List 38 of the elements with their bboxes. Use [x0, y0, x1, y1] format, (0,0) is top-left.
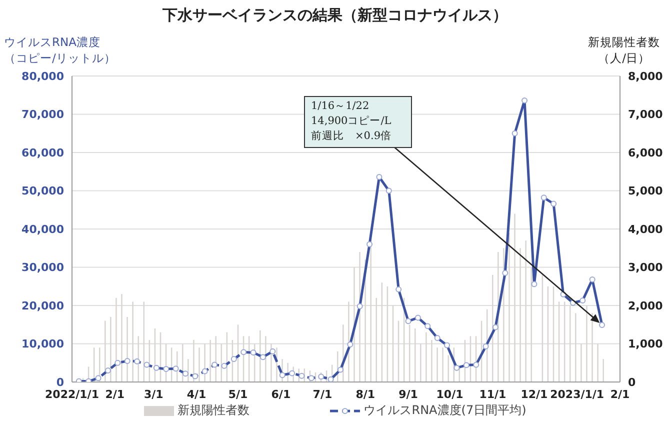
y-tick-label: 60,000: [22, 146, 64, 160]
y2-tick-label: 5,000: [628, 184, 664, 198]
y-axis-title: ウイルスRNA濃度（コピー/リットル）: [4, 34, 116, 66]
y2-tick-label: 4,000: [628, 222, 664, 236]
y2-axis-title: 新規陽性者数（人/日）: [588, 34, 660, 66]
x-tick-label: 3/1: [144, 388, 164, 401]
y2-tick-label: 1,000: [628, 338, 664, 351]
x-tick-label: 5/1: [228, 388, 248, 401]
y-tick-label: 20,000: [22, 299, 64, 312]
x-tick-label: 2/1: [105, 388, 125, 401]
y-tick-label: 50,000: [22, 184, 64, 198]
x-tick-label: 2/1: [610, 388, 630, 401]
x-tick-label: 6/1: [271, 388, 291, 401]
x-tick-label: 4/1: [186, 388, 206, 401]
y2-tick-label: 6,000: [628, 146, 664, 160]
y-tick-label: 70,000: [22, 108, 64, 122]
annotation: 1/16～1/22 14,900コピー/L 前週比 ×0.9倍: [311, 99, 392, 144]
x-tick-label: 11/1: [479, 388, 506, 401]
chart-title: 下水サーベイランスの結果（新型コロナウイルス）: [162, 6, 508, 25]
y-tick-label: 80,000: [22, 70, 64, 83]
y2-tick-label: 7,000: [628, 108, 664, 122]
y2-tick-label: 8,000: [628, 70, 664, 83]
legend-label: 新規陽性者数: [178, 402, 250, 419]
x-tick-label: 7/1: [312, 388, 332, 401]
x-tick-label: 2022/1/1: [45, 388, 99, 401]
legend-label: ウイルスRNA濃度(7日間平均): [364, 402, 526, 419]
x-tick-label: 9/1: [398, 388, 418, 401]
y2-tick-label: 2,000: [628, 299, 664, 312]
x-tick-label: 12/1: [520, 388, 548, 401]
y-tick-label: 40,000: [22, 222, 64, 236]
y2-tick-label: 3,000: [628, 261, 664, 274]
y-tick-label: 10,000: [22, 338, 64, 351]
y-tick-label: 30,000: [22, 261, 64, 274]
y2-tick-label: 0: [628, 376, 636, 389]
x-tick-label: 10/1: [436, 388, 464, 401]
x-tick-label: 2023/1/1: [550, 388, 604, 401]
y-tick-label: 0: [56, 376, 64, 389]
x-tick-label: 8/1: [356, 388, 376, 401]
